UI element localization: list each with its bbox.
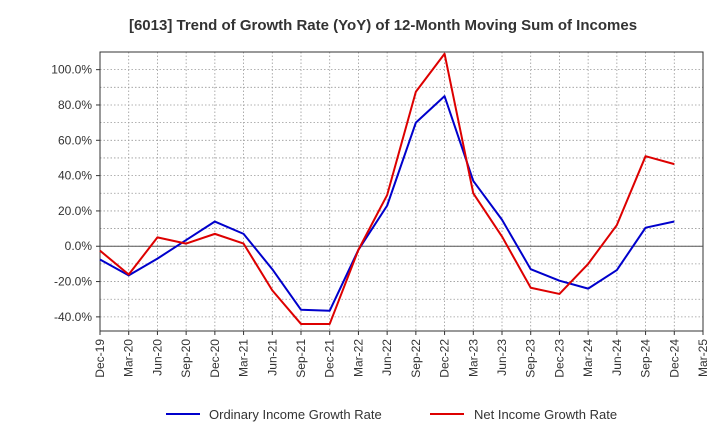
legend-label: Ordinary Income Growth Rate (209, 407, 382, 422)
y-tick-label: -40.0% (54, 310, 92, 324)
x-tick-label: Sep-23 (524, 339, 538, 378)
x-tick-label: Jun-23 (495, 339, 509, 376)
x-tick-label: Sep-21 (294, 339, 308, 378)
x-tick-label: Mar-24 (581, 339, 595, 377)
y-tick-label: -20.0% (54, 275, 92, 289)
x-tick-label: Mar-23 (466, 339, 480, 377)
x-tick-label: Dec-19 (93, 339, 107, 378)
chart-title: [6013] Trend of Growth Rate (YoY) of 12-… (129, 17, 637, 34)
x-tick-label: Mar-22 (351, 339, 365, 377)
x-tick-label: Dec-20 (208, 339, 222, 378)
y-tick-label: 20.0% (58, 204, 92, 218)
grid (99, 52, 704, 331)
x-tick-label: Mar-20 (122, 339, 136, 377)
series-line-ordinary-income (99, 95, 675, 312)
plot-frame (99, 51, 704, 332)
x-tick-label: Sep-22 (409, 339, 423, 378)
y-tick-label: 100.0% (51, 63, 92, 77)
y-tick-label: 60.0% (58, 133, 92, 147)
x-tick-label: Mar-21 (237, 339, 251, 377)
x-tick-label: Jun-22 (380, 339, 394, 376)
x-tick-label: Jun-21 (265, 339, 279, 376)
series-line-net-income (99, 52, 675, 325)
x-tick-label: Dec-24 (667, 339, 681, 378)
x-tick-label: Dec-23 (552, 339, 566, 378)
y-tick-label: 0.0% (65, 239, 93, 253)
x-tick-label: Dec-21 (323, 339, 337, 378)
y-tick-label: 40.0% (58, 169, 92, 183)
x-tick-label: Sep-24 (639, 339, 653, 378)
x-axis: Dec-19 Mar-20 Jun-20 Sep-20 Dec-20 Mar-21 Jun-… (93, 331, 710, 378)
x-tick-label: Jun-20 (150, 339, 164, 376)
y-axis: 100.0% 80.0% 60.0% 40.0% 20.0% 0.0% -20.0% -40.… (51, 63, 100, 324)
x-tick-label: Mar-25 (696, 339, 710, 377)
y-tick-label: 80.0% (58, 98, 92, 112)
x-tick-label: Dec-22 (438, 339, 452, 378)
legend-label: Net Income Growth Rate (474, 407, 617, 422)
series (99, 52, 675, 325)
legend: Ordinary Income Growth Rate Net Income Gr… (166, 407, 617, 422)
x-tick-label: Jun-24 (610, 339, 624, 376)
x-tick-label: Sep-20 (179, 339, 193, 378)
